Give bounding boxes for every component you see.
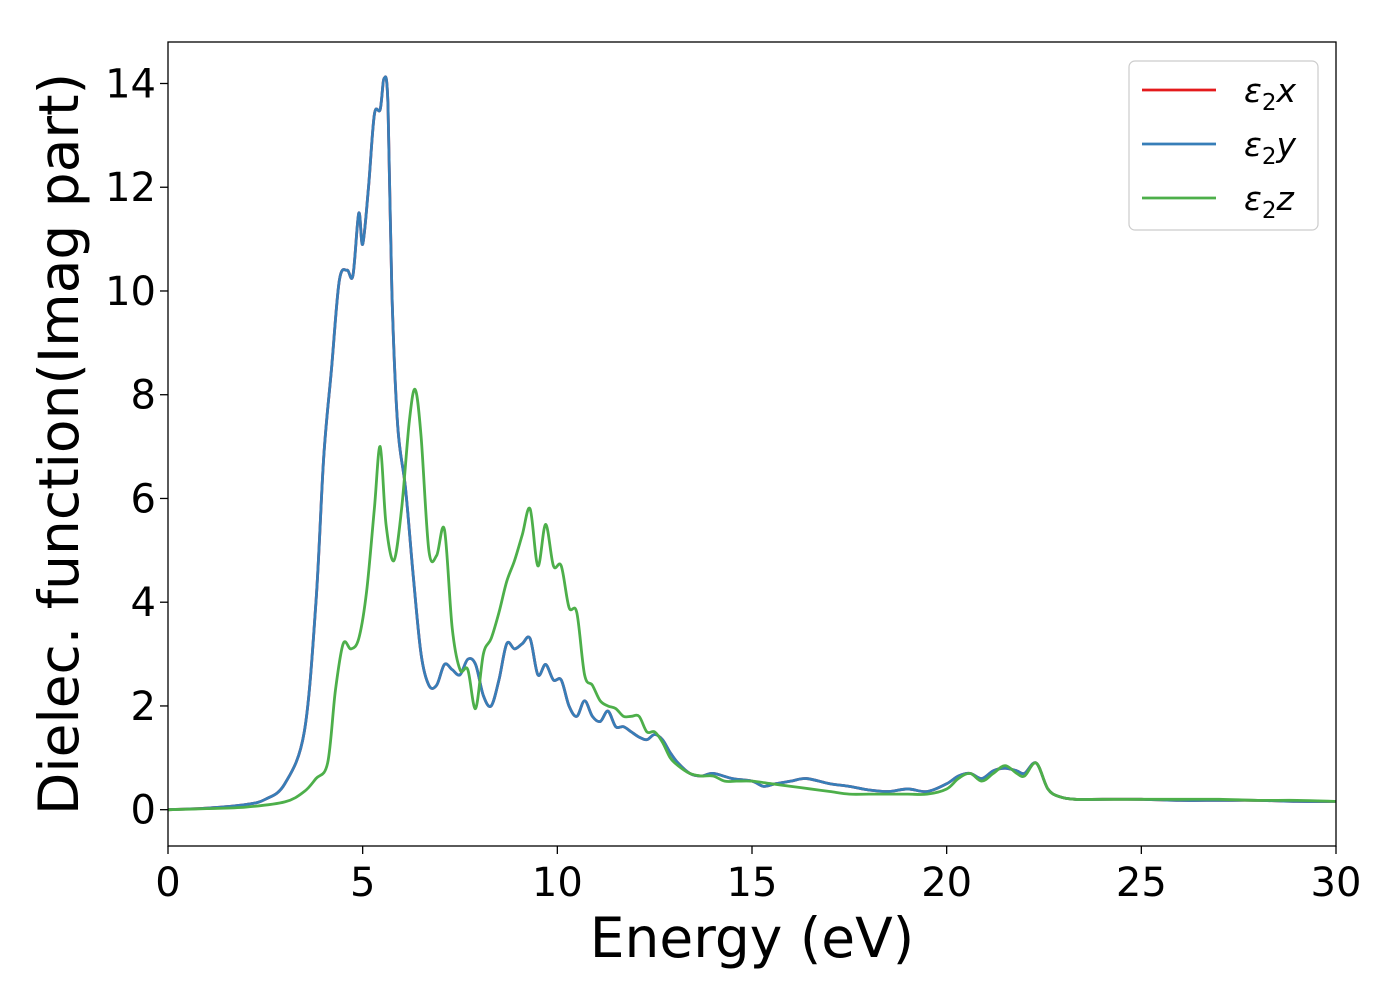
y-tick-label: 4 [131,580,156,626]
x-tick-label: 25 [1116,860,1167,906]
x-tick-label: 15 [727,860,778,906]
x-axis-ticks: 0 5 10 15 20 25 30 [155,846,1361,906]
x-axis-label: Energy (eV) [590,906,914,970]
y-tick-label: 0 [131,788,156,834]
legend-subscript: 2 [1262,90,1277,116]
legend-label-z: ε2z [1244,179,1294,224]
y-tick-label: 6 [131,476,156,522]
legend-subscript: 2 [1262,198,1277,224]
y-tick-label: 8 [131,373,156,419]
y-axis-label: Dielec. function(Imag part) [27,73,91,815]
x-tick-label: 0 [155,860,180,906]
y-axis-ticks: 0 2 4 6 8 10 12 14 [105,61,168,834]
y-tick-label: 2 [131,684,156,730]
series-line-z [168,387,1336,812]
x-tick-label: 10 [532,860,583,906]
y-tick-label: 14 [105,61,156,107]
legend-variable: x [1275,71,1296,110]
legend-label-x: ε2x [1244,71,1296,116]
x-tick-label: 20 [921,860,972,906]
legend-box [1128,60,1319,231]
x-tick-label: 30 [1311,860,1362,906]
x-tick-label: 5 [350,860,375,906]
legend-subscript: 2 [1262,144,1277,170]
legend-symbol: ε [1244,71,1262,110]
legend-symbol: ε [1244,125,1262,164]
legend-variable: z [1275,179,1294,218]
legend-symbol: ε [1244,179,1262,218]
legend-label-y: ε2y [1244,125,1296,170]
series-layer [168,75,1336,812]
legend-variable: y [1275,125,1296,164]
y-tick-label: 12 [105,165,156,211]
y-tick-label: 10 [105,269,156,315]
